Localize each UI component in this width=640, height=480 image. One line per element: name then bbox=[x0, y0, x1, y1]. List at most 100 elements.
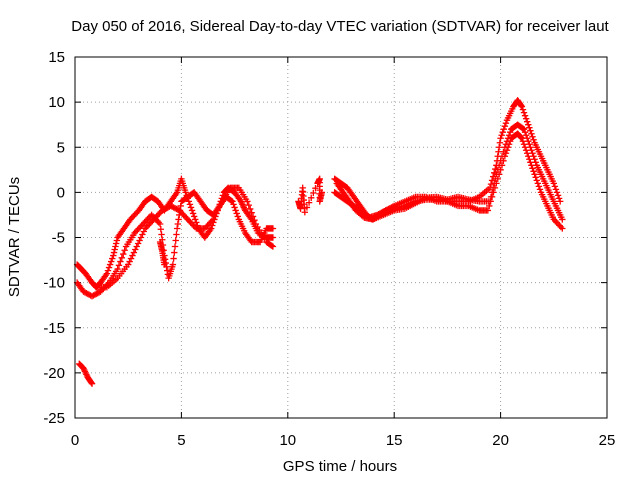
data-point bbox=[491, 180, 498, 187]
data-point bbox=[212, 210, 220, 217]
data-point bbox=[497, 157, 504, 164]
series-spike-4h bbox=[156, 238, 168, 268]
data-point bbox=[522, 132, 530, 139]
data-point bbox=[105, 264, 113, 271]
y-tick-label: 0 bbox=[57, 184, 65, 201]
grid bbox=[75, 57, 607, 418]
data-point bbox=[244, 198, 251, 205]
data-point bbox=[112, 240, 120, 247]
data-point bbox=[129, 252, 136, 259]
data-point bbox=[173, 225, 181, 232]
y-tick-label: 15 bbox=[48, 49, 65, 66]
data-point bbox=[305, 199, 313, 206]
y-tick-label: 5 bbox=[57, 139, 65, 156]
data-point bbox=[493, 171, 500, 178]
data-point bbox=[110, 252, 117, 259]
data-point bbox=[484, 207, 492, 214]
data-point bbox=[161, 261, 168, 268]
y-tick-label: -10 bbox=[43, 275, 65, 292]
data-point bbox=[136, 237, 143, 244]
data-point bbox=[175, 216, 182, 223]
data-point bbox=[231, 204, 238, 211]
data-point bbox=[520, 126, 528, 133]
data-point bbox=[121, 247, 128, 254]
data-point bbox=[139, 231, 146, 238]
data-point bbox=[530, 136, 537, 143]
data-point bbox=[503, 138, 511, 145]
data-point bbox=[524, 118, 531, 125]
data-point bbox=[170, 255, 177, 262]
data-point bbox=[248, 209, 255, 216]
data-point bbox=[499, 129, 506, 136]
data-point bbox=[245, 201, 252, 209]
data-point bbox=[118, 254, 126, 262]
data-point bbox=[501, 144, 509, 151]
data-point bbox=[502, 141, 510, 148]
data-point bbox=[158, 231, 165, 238]
data-point bbox=[487, 180, 495, 188]
data-point bbox=[269, 225, 277, 232]
data-point bbox=[497, 135, 504, 142]
data-point bbox=[233, 210, 240, 217]
data-point bbox=[551, 183, 559, 190]
data-point bbox=[487, 193, 495, 201]
data-point bbox=[106, 261, 114, 268]
data-point bbox=[301, 209, 309, 216]
data-point bbox=[133, 243, 140, 250]
y-tick-label: 10 bbox=[48, 94, 65, 111]
data-point bbox=[502, 119, 510, 127]
data-point bbox=[524, 135, 531, 142]
data-point bbox=[517, 134, 525, 141]
data-point bbox=[251, 217, 258, 224]
x-tick-label: 25 bbox=[599, 432, 616, 449]
data-point bbox=[130, 249, 138, 256]
y-tick-label: -5 bbox=[52, 230, 65, 247]
data-point bbox=[504, 135, 512, 142]
data-point bbox=[230, 201, 237, 208]
data-point bbox=[530, 168, 537, 175]
data-point bbox=[529, 133, 536, 140]
data-point bbox=[529, 150, 536, 157]
data-point bbox=[171, 243, 179, 250]
data-point bbox=[112, 243, 119, 250]
data-point bbox=[522, 115, 530, 122]
data-point bbox=[110, 249, 118, 256]
data-point bbox=[555, 195, 563, 202]
data-point bbox=[88, 379, 95, 386]
data-point bbox=[552, 186, 560, 193]
data-point bbox=[559, 216, 566, 223]
data-point bbox=[215, 204, 223, 211]
data-point bbox=[532, 174, 539, 181]
data-point bbox=[525, 138, 532, 145]
data-point bbox=[174, 220, 182, 228]
data-point bbox=[137, 234, 145, 241]
tick-labels: 0 5 10 15 20 25 -25 -20 -15 -10 -5 0 5 10 15 bbox=[43, 49, 615, 449]
data-point bbox=[177, 202, 184, 210]
data-point bbox=[528, 130, 535, 137]
data-point bbox=[117, 258, 124, 265]
data-point bbox=[556, 198, 564, 205]
data-point bbox=[157, 226, 165, 233]
data-point bbox=[190, 213, 198, 220]
data-point bbox=[495, 162, 503, 169]
data-point bbox=[488, 189, 496, 196]
data-point bbox=[486, 202, 493, 210]
data-point bbox=[186, 201, 194, 208]
series-early-low bbox=[76, 360, 96, 387]
data-point bbox=[182, 189, 189, 196]
y-axis-label: SDTVAR / TECUs bbox=[6, 177, 23, 297]
series-track-f bbox=[333, 121, 566, 223]
data-point bbox=[171, 249, 178, 256]
x-tick-label: 10 bbox=[279, 432, 296, 449]
data-point bbox=[211, 213, 218, 220]
data-point bbox=[536, 186, 544, 193]
data-point bbox=[492, 175, 499, 183]
data-point bbox=[303, 204, 311, 211]
data-point bbox=[521, 129, 529, 136]
data-point bbox=[526, 141, 533, 148]
data-point bbox=[268, 242, 276, 249]
data-point bbox=[527, 144, 534, 151]
data-point bbox=[113, 237, 121, 244]
data-point bbox=[214, 207, 221, 214]
data-point bbox=[521, 112, 529, 119]
